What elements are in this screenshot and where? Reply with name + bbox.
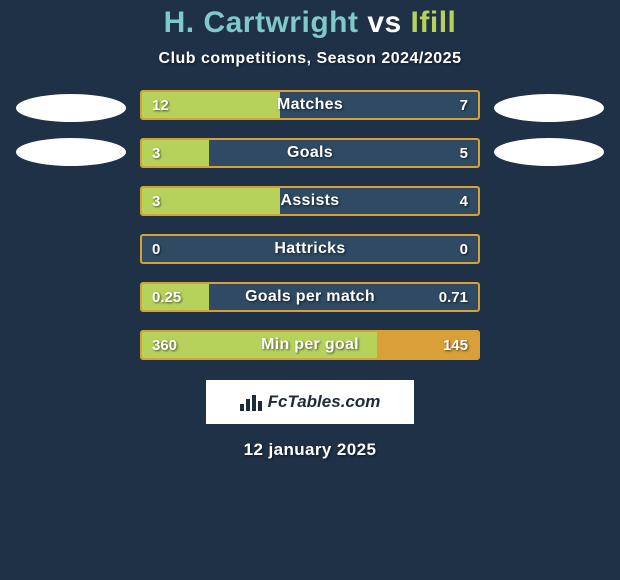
brand-chart-icon xyxy=(240,393,262,411)
stat-label: Hattricks xyxy=(142,236,478,262)
right-ellipse-2 xyxy=(494,138,604,166)
stat-bar-goals-per-match: 0.250.71Goals per match xyxy=(140,282,480,312)
stat-bar-hattricks: 00Hattricks xyxy=(140,234,480,264)
main-row: 127Matches 35Goals 34Assists 00Hattricks 0.2… xyxy=(0,90,620,360)
stat-bar-min-per-goal: 360145Min per goal xyxy=(140,330,480,360)
stat-label: Goals xyxy=(142,140,478,166)
brand-text: FcTables.com xyxy=(268,392,381,412)
player2-name: Ifill xyxy=(411,6,457,39)
left-side-col xyxy=(16,90,126,166)
stats-bars: 127Matches 35Goals 34Assists 00Hattricks 0.2… xyxy=(140,90,480,360)
subtitle: Club competitions, Season 2024/2025 xyxy=(0,50,620,68)
comparison-card: H. Cartwright vs Ifill Club competitions… xyxy=(0,0,620,580)
player1-name: H. Cartwright xyxy=(164,6,359,39)
stat-label: Min per goal xyxy=(142,332,478,358)
right-side-col xyxy=(494,90,604,166)
stat-bar-assists: 34Assists xyxy=(140,186,480,216)
date-line: 12 january 2025 xyxy=(0,440,620,460)
right-ellipse-1 xyxy=(494,94,604,122)
stat-label: Matches xyxy=(142,92,478,118)
stat-label: Assists xyxy=(142,188,478,214)
left-ellipse-1 xyxy=(16,94,126,122)
page-title: H. Cartwright vs Ifill xyxy=(0,6,620,40)
left-ellipse-2 xyxy=(16,138,126,166)
brand-box: FcTables.com xyxy=(206,380,414,424)
stat-bar-matches: 127Matches xyxy=(140,90,480,120)
stat-label: Goals per match xyxy=(142,284,478,310)
stat-bar-goals: 35Goals xyxy=(140,138,480,168)
vs-text: vs xyxy=(367,6,401,39)
